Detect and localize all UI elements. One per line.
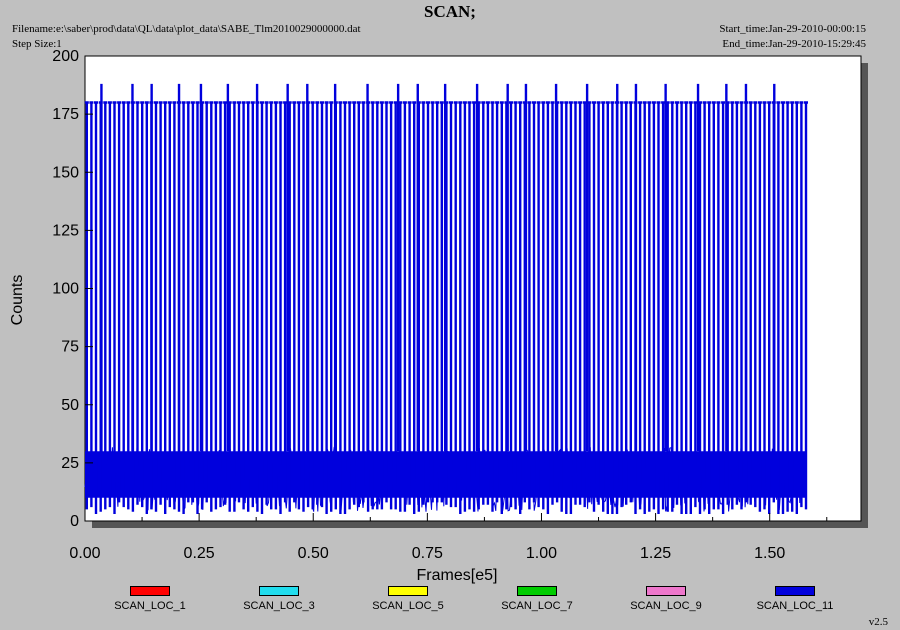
version-label: v2.5: [868, 616, 888, 628]
legend-swatch: [646, 586, 686, 596]
legend-swatch: [388, 586, 428, 596]
end-time-label: End_time:Jan-29-2010-15:29:45: [722, 38, 866, 50]
x-axis-label: Frames[e5]: [417, 567, 498, 584]
legend-label: SCAN_LOC_3: [243, 600, 315, 612]
x-tick-label: 1.25: [640, 545, 671, 562]
y-tick-label: 175: [52, 106, 79, 123]
series-scan-loc-11: [84, 83, 808, 514]
x-tick-label: 0.25: [184, 545, 215, 562]
step-size-label: Step Size:1: [12, 38, 62, 50]
y-tick-label: 25: [61, 455, 79, 472]
legend-item: SCAN_LOC_11: [735, 586, 855, 612]
start-time-label: Start_time:Jan-29-2010-00:00:15: [719, 23, 866, 35]
legend-item: SCAN_LOC_7: [477, 586, 597, 612]
x-tick-label: 1.00: [526, 545, 557, 562]
x-tick-label: 0.50: [298, 545, 329, 562]
legend-swatch: [259, 586, 299, 596]
legend-label: SCAN_LOC_11: [756, 600, 834, 612]
chart-title: SCAN;: [424, 2, 476, 21]
legend: SCAN_LOC_1 SCAN_LOC_3 SCAN_LOC_5 SCAN_LOC_7…: [0, 586, 900, 616]
legend-item: SCAN_LOC_1: [90, 586, 210, 612]
y-axis-label: Counts: [9, 275, 26, 326]
axis-layer: 0 25 50 75 100 125 150 175 200 0.00 0.25 0.50 0.75 1.…: [52, 48, 828, 562]
filename-label: Filename:e:\saber\prod\data\QL\data\plot…: [12, 23, 361, 35]
y-tick-label: 75: [61, 339, 79, 356]
legend-item: SCAN_LOC_3: [219, 586, 339, 612]
legend-label: SCAN_LOC_1: [114, 600, 186, 612]
y-tick-label: 100: [52, 281, 79, 298]
series-scan-lines: [84, 101, 808, 514]
y-tick-label: 50: [61, 397, 79, 414]
y-tick-label: 200: [52, 48, 79, 65]
legend-swatch: [130, 586, 170, 596]
legend-item: SCAN_LOC_9: [606, 586, 726, 612]
legend-item: SCAN_LOC_5: [348, 586, 468, 612]
x-tick-label: 0.00: [69, 545, 100, 562]
x-tick-label: 1.50: [754, 545, 785, 562]
legend-swatch: [775, 586, 815, 596]
legend-label: SCAN_LOC_5: [372, 600, 444, 612]
legend-label: SCAN_LOC_9: [630, 600, 702, 612]
series-layer: [84, 83, 808, 514]
legend-label: SCAN_LOC_7: [501, 600, 573, 612]
legend-swatch: [517, 586, 557, 596]
y-tick-label: 150: [52, 164, 79, 181]
y-tick-label: 0: [70, 513, 79, 530]
y-tick-label: 125: [52, 222, 79, 239]
series-baseline-noise: [84, 446, 806, 512]
x-tick-label: 0.75: [412, 545, 443, 562]
